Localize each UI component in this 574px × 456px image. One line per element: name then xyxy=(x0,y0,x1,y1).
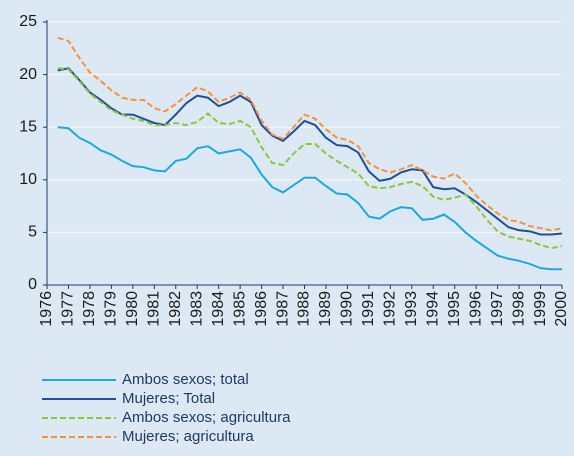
y-tick-label: 25 xyxy=(19,13,37,30)
x-tick-label: 1988 xyxy=(296,291,313,327)
x-tick-label: 1985 xyxy=(231,291,248,327)
x-tick-label: 1997 xyxy=(489,291,506,327)
x-tick-label: 1993 xyxy=(403,291,420,327)
x-tick-label: 1987 xyxy=(274,291,291,327)
x-tick-label: 1986 xyxy=(253,291,270,327)
x-tick-label: 1995 xyxy=(446,291,463,327)
x-tick-label: 1982 xyxy=(167,291,184,327)
x-tick-label: 1976 xyxy=(38,291,55,327)
x-tick-label: 1989 xyxy=(317,291,334,327)
x-tick-label: 1991 xyxy=(360,291,377,327)
x-tick-label: 1992 xyxy=(382,291,399,327)
legend-label: Ambos sexos; total xyxy=(122,371,249,388)
series-line xyxy=(57,67,563,236)
x-tick-label: 1978 xyxy=(81,291,98,327)
y-tick-label: 10 xyxy=(19,171,37,188)
x-tick-label: 1984 xyxy=(210,291,227,327)
y-tick-label: 20 xyxy=(19,66,37,83)
legend-label: Mujeres; agricultura xyxy=(122,428,254,445)
x-tick-label: 1977 xyxy=(60,291,77,327)
y-tick-label: 5 xyxy=(28,224,37,241)
y-tick-label: 0 xyxy=(28,276,37,293)
x-tick-label: 1996 xyxy=(467,291,484,327)
x-tick-label: 1981 xyxy=(146,291,163,327)
x-tick-label: 1980 xyxy=(124,291,141,327)
x-tick-label: 1983 xyxy=(188,291,205,327)
series-line xyxy=(57,126,562,271)
legend-label: Ambos sexos; agricultura xyxy=(122,409,291,426)
y-tick-label: 15 xyxy=(19,118,37,135)
x-tick-label: 1999 xyxy=(532,291,549,327)
series-line xyxy=(57,67,563,250)
x-tick-label: 1990 xyxy=(339,291,356,327)
x-tick-label: 1979 xyxy=(103,291,120,327)
x-tick-label: 2000 xyxy=(553,291,570,327)
series-line xyxy=(57,36,563,232)
x-tick-label: 1994 xyxy=(424,291,441,327)
x-tick-label: 1998 xyxy=(510,291,527,327)
legend-label: Mujeres; Total xyxy=(122,390,215,407)
